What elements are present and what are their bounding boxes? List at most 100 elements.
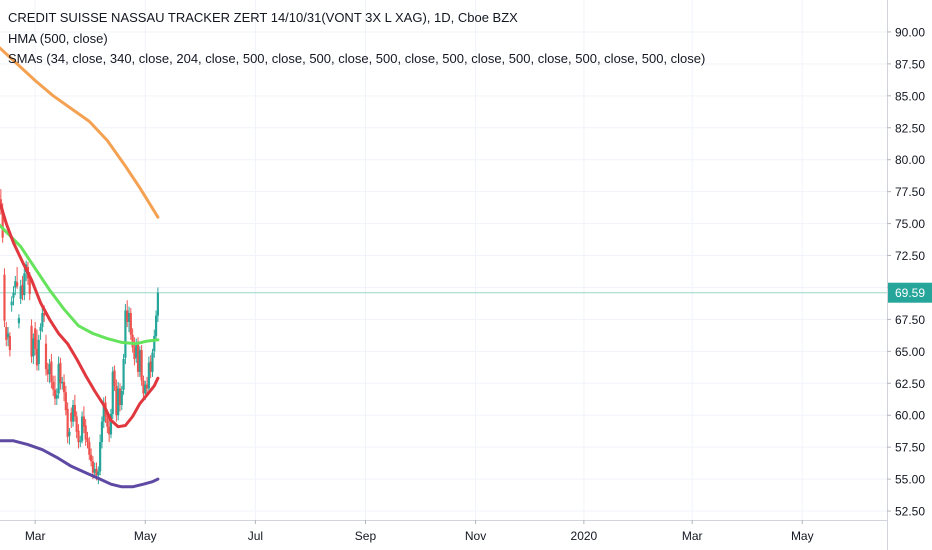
candle-body [154, 315, 158, 337]
candle [140, 344, 143, 386]
candle-body [71, 405, 75, 422]
candle-body [106, 416, 109, 427]
candle [142, 375, 145, 399]
candle-body [43, 313, 46, 316]
candle [32, 333, 35, 365]
y-tick-label: 80.00 [895, 153, 925, 167]
y-tick-label: 52.50 [895, 505, 925, 519]
candle-body [39, 327, 42, 331]
last-price-label: 69.59 [895, 286, 925, 300]
x-tick-label: May [791, 529, 814, 543]
x-tick-label: Mar [682, 529, 703, 543]
series-sma34 [0, 202, 160, 429]
candle [57, 356, 60, 399]
indicator-smas-label: SMAs (34, close, 340, close, 204, close,… [8, 51, 706, 66]
candle-body [21, 284, 24, 296]
candle-body [147, 362, 150, 389]
candle-body [84, 425, 87, 440]
candle [70, 407, 73, 429]
candle-body [75, 416, 78, 432]
candle-body [140, 350, 143, 381]
candle-body [5, 327, 8, 340]
candle-body [53, 389, 57, 399]
x-tick-label: Jul [248, 529, 263, 543]
x-axis-labels: Mar May Jul Sep Nov 2020 Mar May [25, 520, 814, 543]
candle [17, 314, 21, 329]
candle-body [6, 333, 10, 338]
candle-body [79, 440, 82, 443]
candle-body [28, 278, 31, 294]
candle [84, 419, 87, 446]
candle-body [52, 382, 55, 390]
candle-body [113, 370, 116, 386]
x-tick-label: Sep [355, 529, 377, 543]
candle-body [35, 348, 39, 366]
candle-body [86, 438, 89, 443]
x-tick-label: May [134, 529, 157, 543]
candle [153, 329, 156, 358]
candle [41, 305, 44, 333]
candle [126, 300, 129, 328]
candle [115, 379, 118, 422]
y-tick-label: 65.00 [895, 345, 925, 359]
candle-body [118, 388, 122, 406]
y-axis-ticks: 52.5055.0057.5060.0062.5065.0067.5070.00… [887, 25, 925, 519]
candle-body [109, 413, 113, 435]
candle-body [136, 342, 140, 372]
candle-body [108, 426, 111, 435]
candle-body [16, 282, 19, 287]
y-tick-label: 55.00 [895, 473, 925, 487]
candle [86, 431, 89, 449]
candle-body [90, 454, 93, 462]
candle [39, 323, 42, 340]
candle [108, 419, 111, 443]
candle-body [127, 313, 131, 322]
candle-body [55, 394, 58, 399]
candle-body [100, 421, 104, 443]
candle-body [126, 310, 129, 322]
candle-body [131, 334, 134, 348]
candle [109, 408, 113, 439]
y-tick-label: 62.50 [895, 377, 925, 391]
candle [79, 435, 82, 448]
candle [5, 321, 8, 347]
candle-body [12, 292, 15, 298]
candle-body [46, 369, 49, 375]
candle [61, 376, 64, 390]
candle-body [129, 313, 132, 335]
candle [59, 357, 62, 390]
candle-body [122, 359, 125, 390]
candle-body [37, 339, 40, 365]
candle [145, 376, 149, 395]
candle [129, 307, 132, 340]
candle [118, 383, 122, 412]
x-tick-label: Nov [465, 529, 486, 543]
candle-body [66, 408, 69, 437]
candle [147, 356, 150, 393]
candle-body [77, 430, 80, 443]
candle-body [68, 431, 71, 436]
candle-body [32, 338, 35, 357]
candle-body [80, 416, 84, 441]
candle-body [115, 385, 118, 416]
candle [50, 353, 53, 389]
candle [44, 334, 48, 376]
candle [55, 388, 58, 406]
candle-body [70, 412, 73, 422]
candle-body [149, 361, 152, 372]
y-tick-label: 72.50 [895, 249, 925, 263]
candle [21, 275, 24, 301]
y-tick-label: 67.50 [895, 313, 925, 327]
candle-body [124, 310, 127, 358]
candle [66, 402, 69, 444]
candle-body [138, 350, 141, 372]
candle-body [73, 405, 76, 417]
candle-body [95, 468, 98, 476]
candle-body [17, 318, 21, 324]
candle [12, 286, 15, 306]
candle [113, 365, 116, 391]
y-tick-label: 85.00 [895, 89, 925, 103]
candle-body [14, 281, 17, 288]
y-tick-label: 87.50 [895, 57, 925, 71]
